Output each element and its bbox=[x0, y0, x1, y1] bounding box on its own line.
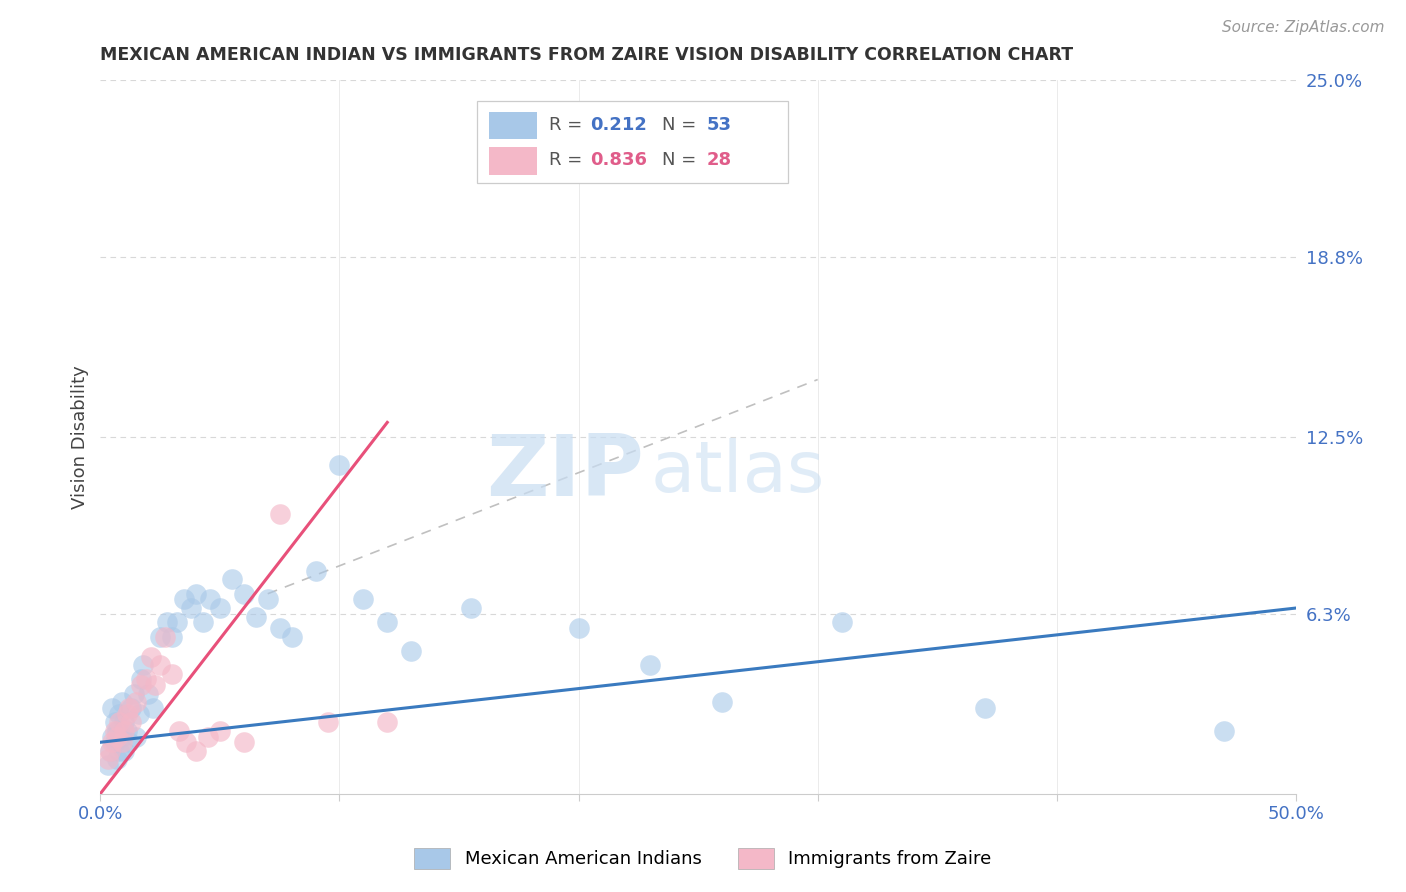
Point bbox=[122, 687, 145, 701]
Point bbox=[974, 701, 997, 715]
Point bbox=[112, 715, 135, 730]
Point bbox=[120, 715, 142, 730]
Point bbox=[375, 615, 398, 630]
Point bbox=[115, 706, 138, 721]
Text: R =: R = bbox=[548, 152, 588, 169]
Text: 28: 28 bbox=[706, 152, 731, 169]
Point bbox=[98, 744, 121, 758]
FancyBboxPatch shape bbox=[489, 112, 537, 139]
Point bbox=[316, 715, 339, 730]
Text: 53: 53 bbox=[706, 116, 731, 134]
Point bbox=[136, 687, 159, 701]
Point bbox=[328, 458, 350, 473]
Point bbox=[143, 678, 166, 692]
Point bbox=[153, 630, 176, 644]
Point bbox=[193, 615, 215, 630]
Point bbox=[125, 730, 148, 744]
Point bbox=[197, 730, 219, 744]
Point bbox=[101, 701, 124, 715]
Point bbox=[831, 615, 853, 630]
Legend: Mexican American Indians, Immigrants from Zaire: Mexican American Indians, Immigrants fro… bbox=[408, 840, 998, 876]
Point bbox=[200, 592, 222, 607]
Point bbox=[304, 564, 326, 578]
Point bbox=[180, 601, 202, 615]
Point bbox=[508, 158, 530, 172]
Point bbox=[135, 673, 157, 687]
Point bbox=[166, 615, 188, 630]
Point bbox=[98, 744, 121, 758]
Point bbox=[142, 701, 165, 715]
Point bbox=[105, 730, 128, 744]
Point bbox=[96, 758, 118, 772]
Point bbox=[108, 715, 131, 730]
Point bbox=[375, 715, 398, 730]
Point bbox=[640, 658, 662, 673]
Text: Source: ZipAtlas.com: Source: ZipAtlas.com bbox=[1222, 20, 1385, 35]
Point bbox=[156, 615, 179, 630]
Point bbox=[167, 723, 190, 738]
Point bbox=[208, 723, 231, 738]
Point bbox=[129, 673, 152, 687]
Point bbox=[176, 735, 198, 749]
Point bbox=[460, 601, 482, 615]
Point bbox=[256, 592, 278, 607]
Text: atlas: atlas bbox=[651, 438, 825, 507]
Point bbox=[160, 630, 183, 644]
Point bbox=[245, 609, 267, 624]
Point bbox=[108, 744, 131, 758]
Text: ZIP: ZIP bbox=[486, 431, 644, 514]
Point bbox=[118, 701, 141, 715]
Point bbox=[129, 678, 152, 692]
Point bbox=[221, 573, 243, 587]
Point bbox=[112, 744, 135, 758]
FancyBboxPatch shape bbox=[489, 147, 537, 175]
Point bbox=[208, 601, 231, 615]
Point bbox=[232, 735, 254, 749]
Text: N =: N = bbox=[662, 116, 702, 134]
Point bbox=[104, 715, 127, 730]
Point bbox=[1213, 723, 1236, 738]
Point bbox=[104, 723, 127, 738]
Point bbox=[160, 666, 183, 681]
FancyBboxPatch shape bbox=[477, 101, 787, 183]
Point bbox=[184, 744, 207, 758]
Point bbox=[149, 658, 172, 673]
Point bbox=[111, 735, 134, 749]
Point bbox=[232, 587, 254, 601]
Text: MEXICAN AMERICAN INDIAN VS IMMIGRANTS FROM ZAIRE VISION DISABILITY CORRELATION C: MEXICAN AMERICAN INDIAN VS IMMIGRANTS FR… bbox=[100, 46, 1073, 64]
Point bbox=[269, 507, 291, 521]
Point bbox=[184, 587, 207, 601]
Point bbox=[711, 695, 734, 709]
Point bbox=[118, 735, 141, 749]
Point bbox=[101, 735, 124, 749]
Text: 0.836: 0.836 bbox=[591, 152, 648, 169]
Text: 0.212: 0.212 bbox=[591, 116, 647, 134]
Point bbox=[101, 730, 124, 744]
Point bbox=[132, 658, 155, 673]
Text: R =: R = bbox=[548, 116, 588, 134]
Point bbox=[115, 723, 138, 738]
Point bbox=[125, 695, 148, 709]
Point bbox=[108, 706, 131, 721]
Point bbox=[112, 723, 135, 738]
Point bbox=[568, 621, 591, 635]
Point bbox=[139, 649, 162, 664]
Point bbox=[149, 630, 172, 644]
Point bbox=[111, 695, 134, 709]
Point bbox=[399, 644, 422, 658]
Point bbox=[280, 630, 302, 644]
Point bbox=[352, 592, 374, 607]
Point bbox=[173, 592, 195, 607]
Point bbox=[105, 723, 128, 738]
Point bbox=[128, 706, 150, 721]
Point bbox=[120, 701, 142, 715]
Point bbox=[96, 752, 118, 766]
Y-axis label: Vision Disability: Vision Disability bbox=[72, 365, 89, 508]
Point bbox=[104, 735, 127, 749]
Point bbox=[111, 730, 134, 744]
Point bbox=[105, 752, 128, 766]
Point bbox=[269, 621, 291, 635]
Text: N =: N = bbox=[662, 152, 702, 169]
